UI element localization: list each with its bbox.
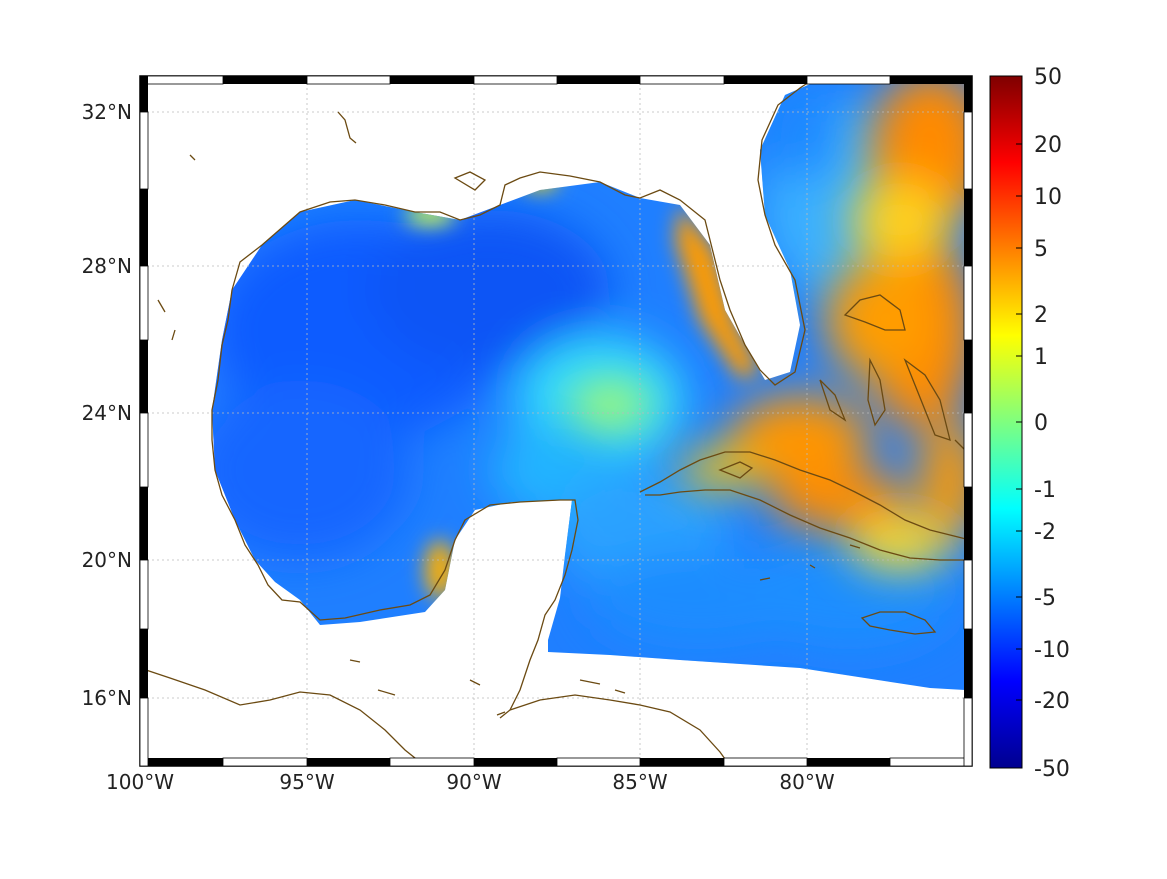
colorbar-tick-label: -2 — [1034, 520, 1056, 545]
colorbar-tick-label: 2 — [1034, 303, 1048, 328]
colorbar: 50 20 10 5 2 1 0 -1 -2 -5 -10 -20 -50 — [989, 65, 1070, 782]
y-axis-labels: 32°N 28°N 24°N 20°N 16°N — [82, 100, 132, 710]
y-tick-label: 20°N — [82, 548, 132, 572]
colorbar-tick-label: 20 — [1034, 133, 1062, 158]
x-tick-label: 95°W — [279, 770, 334, 794]
colorbar-tick-label: -50 — [1034, 757, 1070, 782]
anomaly-field — [212, 82, 965, 690]
y-tick-label: 16°N — [82, 686, 132, 710]
x-tick-label: 100°W — [106, 770, 174, 794]
colorbar-tick-label: 10 — [1034, 185, 1062, 210]
colorbar-tick-label: 1 — [1034, 345, 1048, 370]
y-tick-label: 24°N — [82, 401, 132, 425]
y-tick-label: 32°N — [82, 100, 132, 124]
colorbar-tick-label: 50 — [1034, 65, 1062, 90]
colorbar-tick-label: 5 — [1034, 237, 1048, 262]
map-frame — [139, 75, 973, 767]
colorbar-ticks — [1016, 75, 1022, 769]
x-axis-labels: 100°W 95°W 90°W 85°W 80°W — [106, 770, 835, 794]
x-tick-label: 85°W — [612, 770, 667, 794]
x-tick-label: 90°W — [446, 770, 501, 794]
graticule — [142, 78, 970, 764]
colorbar-tick-label: 0 — [1034, 411, 1048, 436]
colorbar-tick-label: -20 — [1034, 689, 1070, 714]
x-tick-label: 80°W — [779, 770, 834, 794]
y-tick-label: 28°N — [82, 254, 132, 278]
colorbar-tick-label: -1 — [1034, 478, 1056, 503]
colorbar-tick-label: -10 — [1034, 638, 1070, 663]
coastlines — [139, 77, 971, 767]
colorbar-tick-label: -5 — [1034, 586, 1056, 611]
